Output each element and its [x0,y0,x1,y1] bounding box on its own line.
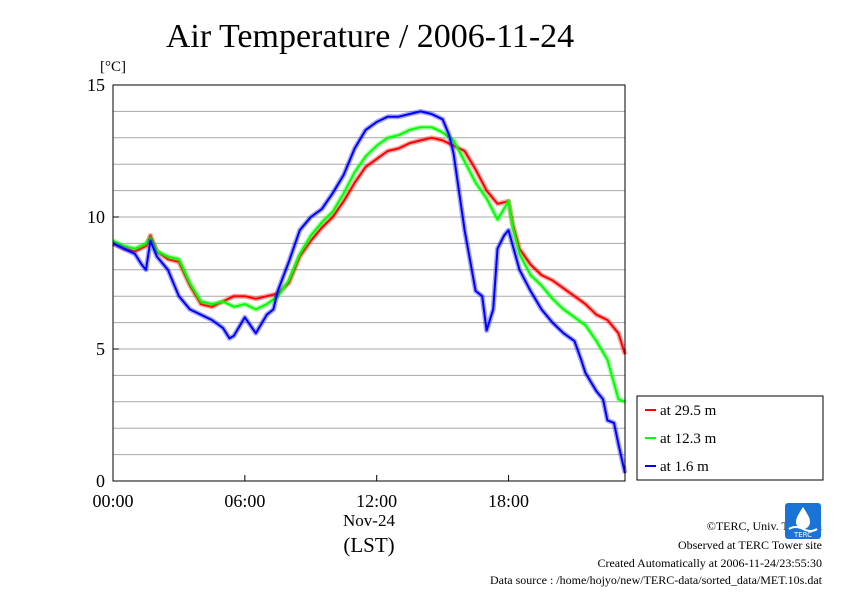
plot-frame [112,84,626,482]
y-tick-label-2: 10 [87,207,105,227]
y-tick-label-1: 5 [96,339,105,359]
series-halo-1 [111,124,626,405]
x-axis-ticks: 00:00 06:00 12:00 18:00 [92,475,529,511]
credit-created: Created Automatically at 2006-11-24/23:5… [597,556,822,570]
credit-data-source: Data source : /home/hojyo/new/TERC-data/… [489,573,822,587]
terc-logo-icon: TERC [785,503,821,539]
series-line-2 [112,110,626,474]
legend-label-0: at 29.5 m [660,403,717,419]
gridlines [113,110,625,456]
x-tick-label-3: 18:00 [488,491,529,511]
x-axis-unit-label: (LST) [343,533,394,557]
legend-label-2: at 1.6 m [660,459,709,475]
chart-title: Air Temperature / 2006-11-24 [166,18,574,55]
series-halo-0 [111,135,628,356]
legend-box [636,395,824,481]
x-tick-label-0: 00:00 [92,491,133,511]
data-series [111,108,628,474]
credit-observed: Observed at TERC Tower site [677,538,822,552]
series-line-0 [112,136,626,355]
y-tick-label-3: 15 [87,75,105,95]
legend: at 29.5 m at 12.3 m at 1.6 m [636,395,824,481]
x-tick-label-2: 12:00 [356,491,397,511]
x-axis-date-label: Nov-24 [343,511,395,530]
logo-text: TERC [793,531,812,539]
legend-label-1: at 12.3 m [660,431,717,447]
y-tick-label-0: 0 [96,471,105,491]
y-axis-ticks: 0 5 10 15 [87,75,119,491]
series-line-1 [112,126,626,403]
y-axis-unit-label: [°C] [100,59,126,75]
x-tick-label-1: 06:00 [224,491,265,511]
